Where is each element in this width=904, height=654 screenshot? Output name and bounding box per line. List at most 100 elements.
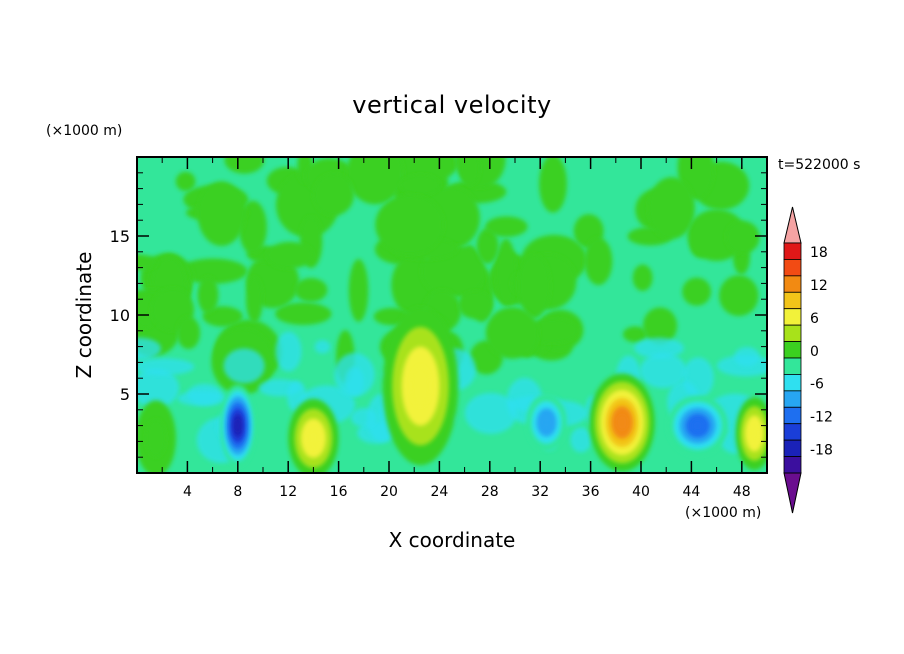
- field-patch: [275, 302, 332, 326]
- contour-cell: [541, 415, 552, 430]
- field-patch: [485, 216, 528, 237]
- field-patch: [224, 157, 265, 174]
- contour-cell: [235, 419, 241, 432]
- field-patch: [632, 264, 653, 291]
- y-axis-ticks: 5 10 15: [110, 172, 767, 458]
- field-patch: [179, 258, 248, 284]
- contour-cell: [145, 419, 166, 458]
- contour-cell: [691, 419, 704, 432]
- field-patch: [682, 277, 712, 306]
- colorbar-box: [783, 308, 802, 326]
- colorbar-label: 18: [810, 245, 828, 261]
- time-label: t=522000 s: [778, 157, 860, 173]
- colorbar-box: [783, 374, 802, 392]
- colorbar-box: [783, 275, 802, 293]
- colorbar-box: [783, 291, 802, 310]
- field-patch: [525, 318, 579, 343]
- field-patch: [197, 181, 246, 246]
- colorbar-label: -12: [810, 410, 833, 426]
- x-tick-label: 48: [733, 484, 751, 500]
- field-patch: [485, 307, 539, 359]
- y-tick-label: 15: [110, 227, 130, 246]
- y-tick-label: 5: [120, 385, 130, 404]
- field-patch: [734, 347, 760, 367]
- field-patch: [266, 241, 314, 269]
- contour-cell: [749, 424, 760, 443]
- field-patch: [539, 157, 567, 213]
- field-patch: [375, 194, 444, 255]
- field-patch: [642, 307, 678, 345]
- x-tick-label: 44: [682, 484, 700, 500]
- colorbar-box: [783, 324, 802, 342]
- field-patch: [177, 390, 227, 406]
- field-patch: [314, 339, 331, 354]
- field-patch: [726, 220, 760, 254]
- x-tick-label: 28: [481, 484, 499, 500]
- field-patch: [350, 408, 378, 428]
- x-tick-label: 8: [233, 484, 242, 500]
- x-tick-label: 20: [380, 484, 398, 500]
- field-patch: [393, 157, 458, 183]
- colorbar-box: [783, 259, 802, 277]
- field-patch: [495, 238, 517, 305]
- field-patch: [334, 352, 375, 397]
- colorbar-label: 6: [810, 311, 819, 327]
- colorbar-box: [783, 357, 802, 375]
- x-tick-label: 36: [582, 484, 600, 500]
- colorbar-box: [783, 341, 802, 359]
- colorbar-bottom-arrow: [783, 472, 802, 514]
- field-patch: [294, 278, 328, 302]
- field-patch: [648, 177, 695, 240]
- field-patch: [223, 348, 265, 384]
- field-patch: [137, 368, 180, 408]
- field-patch: [137, 337, 162, 360]
- field-patch: [400, 174, 441, 196]
- colorbar-top-arrow: [783, 206, 802, 244]
- field-patch: [313, 173, 355, 216]
- colorbar-box: [783, 456, 802, 474]
- x-axis-ticks: 4 8 12 16 20 24 28 32 36 40 44 48: [161, 157, 751, 500]
- colorbar: 18 12 6 0 -6 -12 -18: [783, 206, 833, 514]
- field-patch: [464, 392, 517, 434]
- field-patch: [137, 254, 158, 271]
- field-patch: [346, 157, 404, 205]
- field-patch: [459, 157, 480, 186]
- field-patch: [476, 228, 499, 264]
- chart-title: vertical velocity: [352, 91, 551, 119]
- field-patch: [719, 275, 759, 317]
- contour-cells: [137, 307, 767, 473]
- colorbar-label: -18: [810, 442, 833, 458]
- colorbar-box: [783, 423, 802, 441]
- colorbar-label: 12: [810, 278, 828, 294]
- field-patch: [640, 352, 687, 389]
- field-patch: [275, 331, 302, 372]
- colorbar-box: [783, 390, 802, 408]
- colorbar-box: [783, 406, 802, 425]
- x-tick-label: 24: [430, 484, 448, 500]
- field-patch: [458, 291, 493, 319]
- x-unit-label: (×1000 m): [685, 505, 761, 521]
- field-patch: [137, 295, 157, 329]
- field-patch: [634, 337, 684, 359]
- colorbar-box: [783, 439, 802, 457]
- x-tick-label: 12: [279, 484, 297, 500]
- x-tick-label: 4: [183, 484, 192, 500]
- x-axis-label: X coordinate: [389, 528, 516, 552]
- field-patch: [348, 259, 369, 322]
- colorbar-box: [783, 242, 802, 260]
- x-tick-label: 40: [632, 484, 650, 500]
- field-patch: [622, 326, 648, 343]
- y-unit-label: (×1000 m): [46, 123, 122, 139]
- field-patch: [518, 254, 551, 319]
- colorbar-label: -6: [810, 377, 824, 393]
- x-tick-label: 16: [330, 484, 348, 500]
- field-patch: [137, 358, 195, 376]
- contour-cell: [307, 428, 320, 449]
- contour-cell: [411, 366, 430, 406]
- field-patch: [175, 171, 196, 192]
- field-patch: [197, 276, 219, 314]
- field-patch: [584, 237, 613, 286]
- field-patch: [570, 427, 592, 453]
- y-tick-label: 10: [110, 306, 130, 325]
